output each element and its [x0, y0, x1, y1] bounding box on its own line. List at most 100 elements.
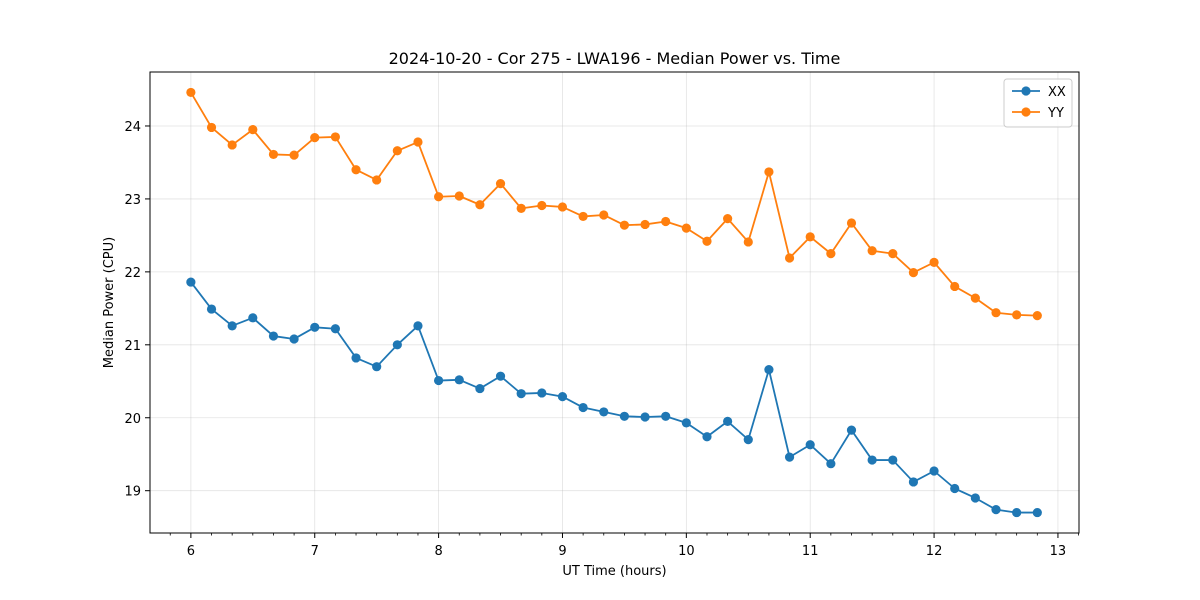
legend-label-xx: XX: [1048, 85, 1066, 100]
data-point-xx: [661, 411, 671, 421]
data-point-xx: [413, 321, 423, 331]
data-point-yy: [640, 219, 650, 230]
data-point-xx: [950, 483, 960, 494]
data-point-yy: [908, 267, 919, 278]
data-point-xx: [929, 466, 939, 476]
data-point-yy: [826, 249, 836, 259]
data-point-xx: [392, 340, 402, 350]
data-point-xx: [970, 493, 980, 503]
data-point-xx: [578, 402, 588, 413]
y-tick-label: 21: [124, 339, 141, 354]
data-point-xx: [289, 334, 299, 344]
data-point-yy: [227, 140, 237, 150]
x-tick-label: 7: [311, 544, 319, 559]
data-point-xx: [1032, 507, 1042, 518]
data-point-xx: [784, 452, 795, 462]
data-point-xx: [454, 375, 464, 385]
data-point-xx: [537, 388, 547, 398]
data-point-yy: [784, 253, 795, 263]
data-point-yy: [454, 191, 464, 201]
data-point-yy: [537, 200, 547, 211]
legend: XX YY: [1003, 78, 1073, 128]
data-point-yy: [970, 293, 980, 303]
data-point-yy: [310, 133, 320, 143]
data-point-yy: [764, 167, 774, 177]
data-point-yy: [351, 165, 361, 175]
data-point-yy: [392, 146, 402, 156]
data-point-xx: [619, 411, 630, 421]
data-point-xx: [908, 477, 919, 487]
data-point-yy: [991, 308, 1001, 318]
data-point-xx: [991, 505, 1001, 515]
y-tick-label: 22: [124, 266, 141, 281]
data-point-yy: [1012, 310, 1022, 320]
data-point-yy: [372, 175, 382, 185]
data-point-xx: [826, 459, 836, 469]
x-tick-label: 8: [434, 544, 442, 559]
legend-marker-yy: [1021, 107, 1031, 117]
y-tick-label: 24: [124, 120, 141, 135]
data-point-yy: [186, 87, 196, 98]
plot-frame: [149, 71, 1080, 534]
data-point-xx: [805, 440, 815, 450]
x-axis-title: UT Time (hours): [562, 564, 666, 579]
x-tick-label: 10: [678, 544, 695, 559]
chart-title: 2024-10-20 - Cor 275 - LWA196 - Median P…: [389, 49, 841, 68]
x-tick-label: 11: [802, 544, 819, 559]
data-point-xx: [268, 331, 279, 341]
x-tick-label: 6: [187, 544, 195, 559]
data-point-xx: [351, 353, 361, 363]
data-point-xx: [557, 391, 568, 402]
data-point-yy: [702, 236, 712, 246]
data-point-yy: [475, 200, 485, 210]
data-point-xx: [206, 304, 217, 314]
data-point-yy: [248, 125, 258, 135]
data-point-yy: [557, 202, 568, 212]
legend-label-yy: YY: [1047, 106, 1064, 121]
data-point-xx: [372, 362, 382, 372]
data-point-xx: [475, 383, 485, 394]
data-point-yy: [888, 249, 898, 259]
data-point-yy: [330, 132, 340, 142]
data-point-yy: [434, 192, 444, 202]
data-point-yy: [599, 210, 609, 220]
data-point-yy: [681, 223, 691, 233]
data-point-xx: [723, 416, 733, 426]
y-axis-title: Median Power (CPU): [102, 237, 117, 368]
data-point-xx: [888, 455, 898, 465]
data-point-xx: [330, 324, 340, 334]
data-point-xx: [1012, 507, 1022, 518]
data-point-xx: [599, 407, 609, 417]
axes: 6 7 8 9 10 11 12 13 19 20 21 22 23 24: [124, 120, 1079, 559]
data-point-yy: [1032, 311, 1042, 321]
data-point-xx: [743, 435, 753, 445]
data-point-yy: [413, 137, 423, 147]
data-point-yy: [743, 237, 753, 247]
data-point-yy: [578, 211, 588, 222]
data-point-yy: [661, 216, 671, 227]
data-point-xx: [867, 455, 877, 465]
data-point-xx: [681, 418, 691, 428]
data-point-yy: [723, 214, 733, 224]
data-point-yy: [495, 179, 506, 189]
data-point-yy: [289, 150, 299, 160]
data-point-yy: [805, 232, 815, 242]
data-point-yy: [206, 122, 217, 133]
data-point-yy: [929, 257, 939, 267]
x-tick-label: 13: [1050, 544, 1067, 559]
data-point-xx: [702, 432, 712, 442]
y-tick-label: 19: [124, 485, 141, 500]
x-tick-label: 9: [558, 544, 566, 559]
data-point-yy: [867, 246, 877, 256]
data-point-xx: [846, 425, 857, 435]
data-point-xx: [516, 389, 526, 399]
y-tick-label: 20: [124, 412, 141, 427]
data-point-xx: [495, 371, 506, 381]
data-point-xx: [248, 313, 258, 323]
data-point-xx: [434, 375, 444, 386]
data-point-xx: [186, 277, 196, 287]
data-point-xx: [764, 365, 774, 375]
legend-marker-xx: [1021, 86, 1031, 96]
